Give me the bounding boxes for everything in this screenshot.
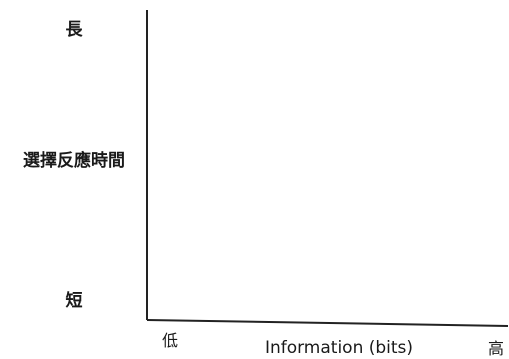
x-axis-title: Information (bits): [265, 338, 413, 358]
y-axis-top-label: 長: [66, 20, 84, 40]
y-axis-bottom-label: 短: [66, 290, 83, 311]
x-axis-right-label: 高: [488, 339, 504, 358]
x-axis-left-label: 低: [162, 331, 178, 350]
y-axis-title: 選擇反應時間: [23, 150, 125, 171]
x-axis-line: [146, 319, 509, 327]
